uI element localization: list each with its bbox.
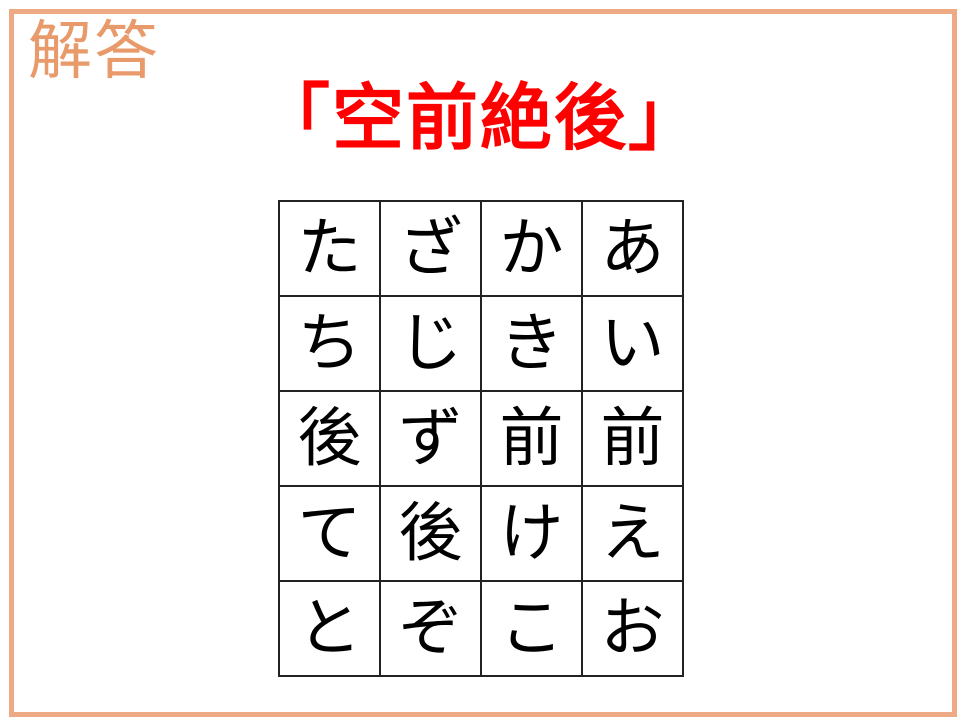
grid-cell: い: [581, 295, 684, 392]
grid-cell: た: [278, 200, 381, 297]
grid-cell: 後: [278, 390, 381, 487]
grid-cell: ず: [379, 390, 482, 487]
kana-grid: た ざ か あ ち じ き い 後 ず 前 前 て 後 け え と ぞ こ お: [278, 200, 684, 677]
grid-cell: て: [278, 485, 381, 582]
grid-cell: 後: [379, 485, 482, 582]
grid-cell: ち: [278, 295, 381, 392]
grid-row: ち じ き い: [278, 295, 684, 392]
grid-cell: じ: [379, 295, 482, 392]
grid-row: 後 ず 前 前: [278, 390, 684, 487]
grid-cell: あ: [581, 200, 684, 297]
grid-cell: け: [480, 485, 583, 582]
grid-cell: こ: [480, 580, 583, 677]
grid-row: と ぞ こ お: [278, 580, 684, 677]
grid-cell: 前: [581, 390, 684, 487]
grid-cell: ぞ: [379, 580, 482, 677]
grid-cell: き: [480, 295, 583, 392]
grid-cell: お: [581, 580, 684, 677]
grid-row: て 後 け え: [278, 485, 684, 582]
grid-cell: ざ: [379, 200, 482, 297]
grid-cell: と: [278, 580, 381, 677]
grid-row: た ざ か あ: [278, 200, 684, 297]
grid-cell: え: [581, 485, 684, 582]
slide-heading: 解答: [28, 15, 160, 89]
slide-frame: [9, 9, 957, 717]
grid-cell: か: [480, 200, 583, 297]
answer-title: 「空前絶後」: [257, 76, 702, 160]
grid-cell: 前: [480, 390, 583, 487]
